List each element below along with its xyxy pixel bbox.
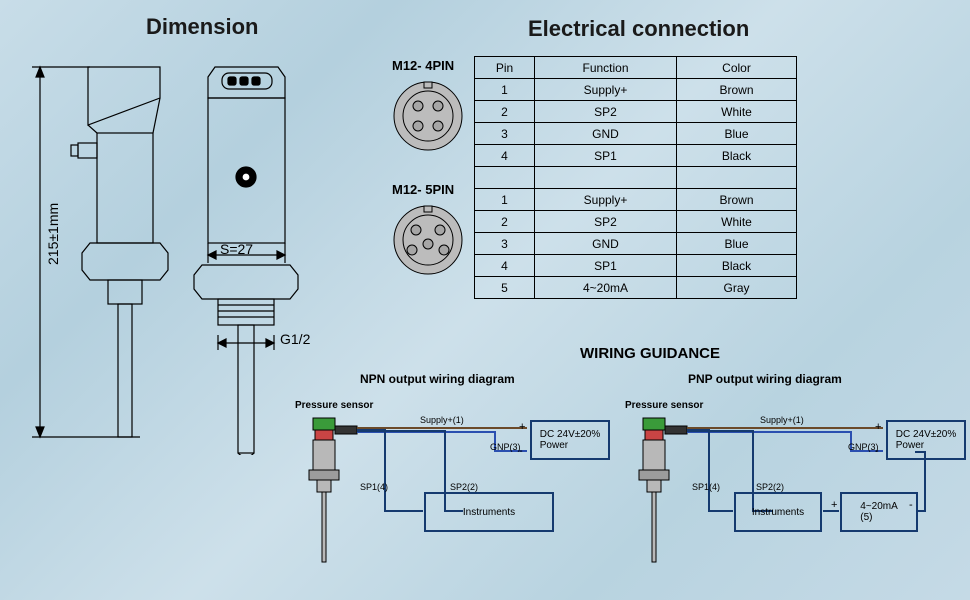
table-gap-row bbox=[475, 167, 797, 189]
s-label: S=27 bbox=[220, 241, 253, 257]
pnp-current-box: 4~20mA (5) bbox=[840, 492, 918, 532]
pnp-sp2-label: SP2(2) bbox=[756, 482, 784, 492]
table-row: 3GNDBlue bbox=[475, 123, 797, 145]
npn-sp1-label: SP1(4) bbox=[360, 482, 388, 492]
pnp-gnp-label: GNP(3) bbox=[848, 442, 879, 452]
m12-5pin-label: M12- 5PIN bbox=[392, 182, 454, 197]
th-function: Function bbox=[535, 57, 677, 79]
npn-sp2-label: SP2(2) bbox=[450, 482, 478, 492]
electrical-title: Electrical connection bbox=[528, 16, 749, 42]
pnp-sp1-label: SP1(4) bbox=[692, 482, 720, 492]
npn-power-box: DC 24V±20% Power bbox=[530, 420, 610, 460]
table-row: 4SP1Black bbox=[475, 145, 797, 167]
dimension-svg bbox=[30, 65, 340, 455]
m12-4pin-icon bbox=[390, 78, 466, 154]
th-pin: Pin bbox=[475, 57, 535, 79]
table-row: 1Supply+Brown bbox=[475, 79, 797, 101]
npn-title: NPN output wiring diagram bbox=[360, 372, 515, 386]
npn-supply-label: Supply+(1) bbox=[420, 415, 464, 425]
pnp-power-box: DC 24V±20% Power bbox=[886, 420, 966, 460]
m12-5pin-icon bbox=[390, 202, 466, 278]
g-label: G1/2 bbox=[280, 331, 310, 347]
th-color: Color bbox=[677, 57, 797, 79]
npn-instruments-box: Instruments bbox=[424, 492, 554, 532]
pnp-instruments-box: Instruments bbox=[734, 492, 822, 532]
svg-text:+: + bbox=[519, 421, 525, 433]
svg-text:+: + bbox=[875, 421, 881, 433]
dimension-title: Dimension bbox=[146, 14, 258, 40]
npn-gnp-label: GNP(3) bbox=[490, 442, 521, 452]
electrical-table: Pin Function Color 1Supply+Brown 2SP2Whi… bbox=[474, 56, 797, 299]
pnp-title: PNP output wiring diagram bbox=[688, 372, 842, 386]
table-row: 2SP2White bbox=[475, 211, 797, 233]
m12-4pin-label: M12- 4PIN bbox=[392, 58, 454, 73]
length-label: 215±1mm bbox=[45, 203, 61, 265]
table-row: 3GNDBlue bbox=[475, 233, 797, 255]
dimension-drawing: 215±1mm S=27 G1/2 bbox=[30, 65, 340, 445]
table-header-row: Pin Function Color bbox=[475, 57, 797, 79]
table-row: 4SP1Black bbox=[475, 255, 797, 277]
table-row: 2SP2White bbox=[475, 101, 797, 123]
svg-text:+: + bbox=[831, 499, 837, 511]
table-row: 54~20mAGray bbox=[475, 277, 797, 299]
table-row: 1Supply+Brown bbox=[475, 189, 797, 211]
pnp-supply-label: Supply+(1) bbox=[760, 415, 804, 425]
wiring-guidance-title: WIRING GUIDANCE bbox=[580, 345, 720, 362]
